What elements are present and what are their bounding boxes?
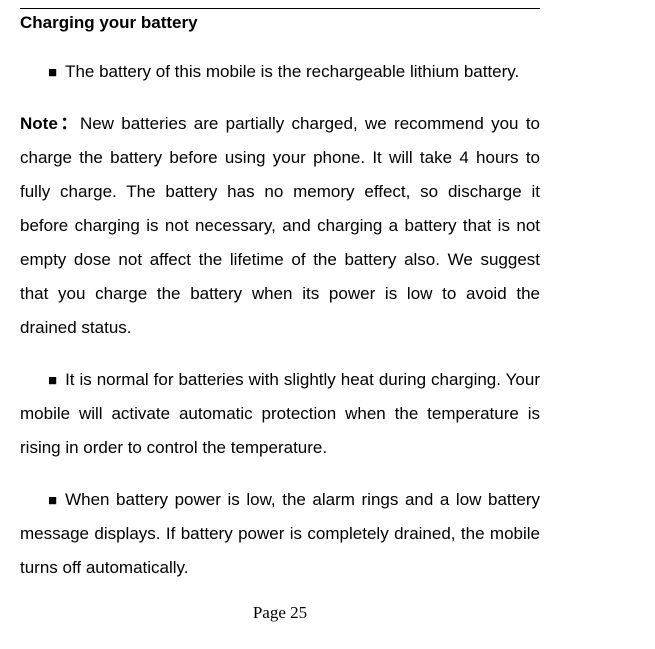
paragraph-1-text: The battery of this mobile is the rechar…	[65, 62, 519, 81]
note-label: Note：	[20, 114, 80, 133]
bullet-icon: ■	[48, 366, 57, 396]
bullet-icon: ■	[48, 58, 57, 88]
paragraph-2: ■It is normal for batteries with slightl…	[20, 363, 540, 465]
top-rule	[20, 8, 540, 9]
page-number: Page 25	[20, 603, 540, 623]
bullet-icon: ■	[48, 486, 57, 516]
paragraph-2-text: It is normal for batteries with slightly…	[20, 370, 540, 457]
paragraph-3: ■When battery power is low, the alarm ri…	[20, 483, 540, 585]
section-heading: Charging your battery	[20, 13, 540, 33]
paragraph-3-text: When battery power is low, the alarm rin…	[20, 490, 540, 577]
document-page: Charging your battery ■ The battery of th…	[0, 0, 560, 623]
paragraph-1: ■ The battery of this mobile is the recha…	[20, 55, 540, 89]
note-body: New batteries are partially charged, we …	[20, 114, 540, 337]
note-paragraph: Note：New batteries are partially charged…	[20, 107, 540, 345]
